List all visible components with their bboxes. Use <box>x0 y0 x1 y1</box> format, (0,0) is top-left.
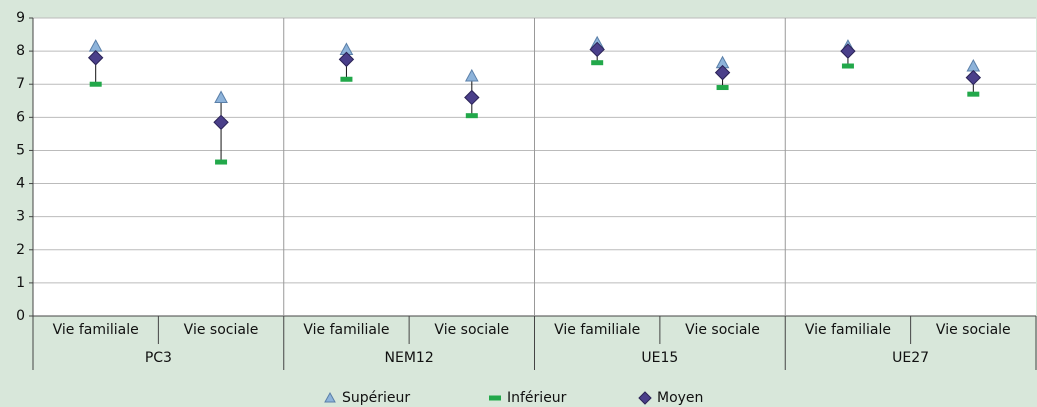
marker-low <box>89 81 102 87</box>
x-tick-label: Vie sociale <box>184 322 259 338</box>
x-tick-label: Vie familiale <box>554 322 640 338</box>
group-label: UE27 <box>892 350 929 366</box>
x-tick-label: Vie familiale <box>303 322 389 338</box>
y-tick-label: 4 <box>16 176 25 192</box>
y-tick-label: 3 <box>16 209 25 225</box>
marker-low <box>340 76 353 82</box>
y-tick-label: 7 <box>16 76 25 92</box>
marker-mean <box>213 114 229 131</box>
y-tick-label: 0 <box>16 308 25 324</box>
x-tick-label: Vie familiale <box>53 322 139 338</box>
marker-low <box>841 63 854 69</box>
marker-high <box>464 68 479 82</box>
legend-marker <box>324 391 336 403</box>
marker-high <box>214 90 228 103</box>
y-tick-label: 8 <box>16 43 25 59</box>
legend-label: Inférieur <box>507 390 567 406</box>
marker-mean <box>464 89 480 106</box>
x-tick-label: Vie sociale <box>434 322 509 338</box>
marker-mean <box>589 41 605 58</box>
legend-label: Moyen <box>657 390 703 406</box>
x-tick-label: Vie familiale <box>805 322 891 338</box>
marker-mean <box>714 64 731 81</box>
marker-low <box>716 85 729 91</box>
marker-mean <box>840 43 856 59</box>
marker-low <box>967 91 980 97</box>
y-tick-label: 6 <box>16 109 25 125</box>
x-tick-label: Vie sociale <box>936 322 1011 338</box>
y-tick-label: 1 <box>16 275 25 291</box>
y-tick-label: 9 <box>16 10 25 26</box>
marker-mean <box>338 51 355 68</box>
marker-mean <box>965 69 982 86</box>
legend-marker <box>489 395 501 401</box>
marker-low <box>465 113 478 119</box>
legend-label: Supérieur <box>342 390 410 406</box>
x-tick-label: Vie sociale <box>685 322 760 338</box>
y-tick-label: 5 <box>16 142 25 158</box>
group-label: PC3 <box>145 350 172 366</box>
marker-mean <box>87 50 104 66</box>
y-tick-label: 2 <box>16 242 25 258</box>
legend-marker <box>638 391 652 405</box>
group-label: UE15 <box>641 350 678 366</box>
marker-low <box>215 159 228 165</box>
marker-low <box>591 60 604 66</box>
group-label: NEM12 <box>385 350 434 366</box>
